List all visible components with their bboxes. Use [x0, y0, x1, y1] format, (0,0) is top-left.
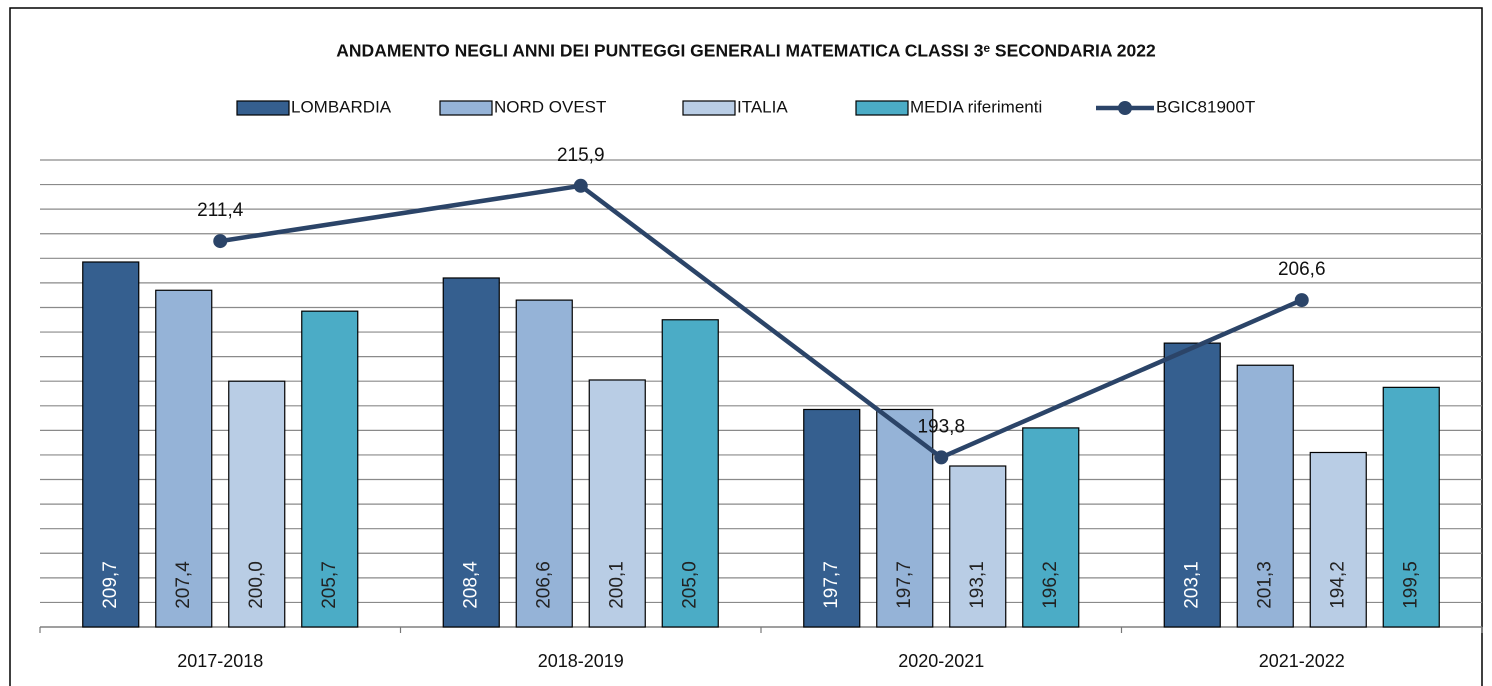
legend-swatch — [682, 100, 736, 116]
legend-label: MEDIA riferimenti — [910, 97, 1042, 116]
bar-value-label: 206,6 — [533, 561, 554, 609]
bar-value-label: 197,7 — [821, 561, 842, 609]
bar-value-label: 209,7 — [100, 561, 121, 609]
legend-label: LOMBARDIA — [291, 97, 392, 116]
bar — [301, 310, 359, 628]
bar-value-label: 194,2 — [1327, 561, 1348, 609]
line-value-label: 211,4 — [197, 200, 244, 221]
x-tick-label: 2021-2022 — [1259, 651, 1345, 671]
bar — [1382, 386, 1440, 628]
bar-value-label: 201,3 — [1254, 561, 1275, 609]
legend-swatch — [439, 100, 493, 116]
bar — [1309, 451, 1367, 628]
bar — [661, 319, 719, 628]
legend-swatch — [855, 100, 909, 116]
legend-label: NORD OVEST — [494, 97, 606, 116]
line-value-label: 193,8 — [917, 416, 965, 437]
line-point — [213, 234, 228, 249]
bar-value-label: 205,0 — [679, 561, 700, 609]
bar — [588, 379, 646, 628]
line-point — [573, 178, 588, 193]
bar-value-label: 203,1 — [1181, 561, 1202, 609]
bar-value-label: 207,4 — [173, 561, 194, 609]
bar-value-label: 196,2 — [1040, 561, 1061, 609]
line-value-label: 215,9 — [557, 145, 605, 166]
line-point — [1294, 293, 1309, 308]
bar-value-label: 208,4 — [460, 561, 481, 609]
bar — [803, 408, 861, 628]
bar-value-label: 193,1 — [967, 561, 988, 609]
line-value-label: 206,6 — [1278, 259, 1326, 280]
bar-value-label: 205,7 — [319, 561, 340, 609]
bar — [1022, 427, 1080, 628]
bar — [1236, 364, 1294, 628]
bar — [155, 289, 213, 628]
legend-label: ITALIA — [737, 97, 788, 116]
x-tick-label: 2018-2019 — [538, 651, 624, 671]
bar — [949, 465, 1007, 628]
line-series — [219, 183, 1303, 460]
bar — [1163, 342, 1221, 628]
bar-value-label: 199,5 — [1400, 561, 1421, 609]
legend-label: BGIC81900T — [1156, 97, 1255, 116]
line-point — [934, 450, 949, 465]
x-tick-label: 2020-2021 — [898, 651, 984, 671]
legend-swatch — [236, 100, 290, 116]
bar — [515, 299, 573, 628]
legend-point — [1118, 101, 1132, 115]
bar-value-label: 197,7 — [894, 561, 915, 609]
chart-title: ANDAMENTO NEGLI ANNI DEI PUNTEGGI GENERA… — [336, 41, 1156, 61]
bar-value-label: 200,1 — [606, 561, 627, 609]
bar-value-label: 200,0 — [246, 561, 267, 609]
x-tick-label: 2017-2018 — [177, 651, 263, 671]
bar — [228, 380, 286, 628]
bar — [82, 261, 140, 628]
bar — [442, 277, 500, 628]
